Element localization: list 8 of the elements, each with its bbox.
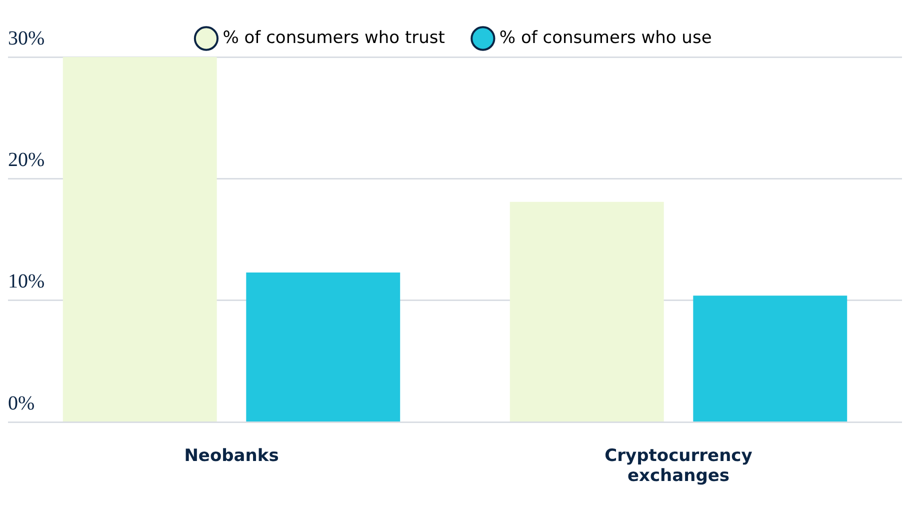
y-tick-label: 20% (8, 148, 45, 171)
y-tick-label: 0% (8, 392, 35, 414)
x-tick-label: Cryptocurrency exchanges (604, 446, 752, 486)
y-tick-label: 30% (8, 27, 45, 50)
legend-label: % of consumers who use (499, 28, 712, 48)
x-tick-label: Neobanks (184, 446, 279, 466)
y-tick-label: 10% (8, 270, 45, 293)
legend-label: % of consumers who trust (222, 28, 446, 48)
